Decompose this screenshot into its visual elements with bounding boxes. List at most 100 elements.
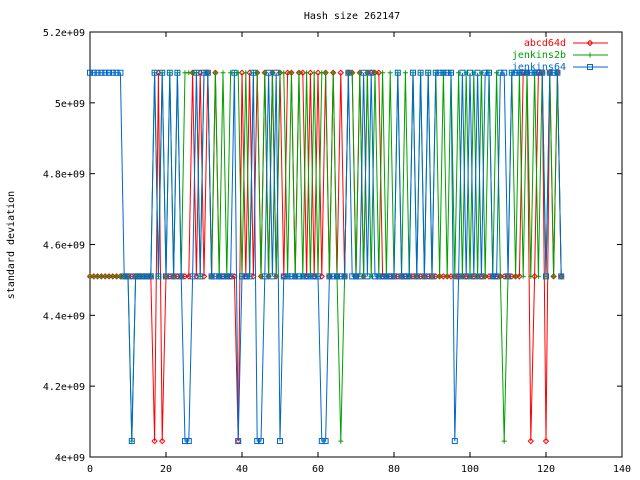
series-point-jenkins64 [277, 438, 283, 445]
series-point-abcd64d [238, 69, 246, 76]
y-tick-label: 4.2e+09 [43, 382, 85, 393]
series-point-jenkins2b [402, 70, 408, 76]
legend-marker-jenkins2b [587, 52, 593, 58]
series-point-jenkins64 [349, 273, 356, 280]
series-point-jenkins64 [539, 69, 546, 76]
series-point-jenkins64 [368, 69, 375, 76]
series-point-jenkins64 [311, 273, 318, 280]
series-point-jenkins64 [220, 273, 226, 280]
series-point-jenkins64 [90, 69, 97, 76]
x-tick-label: 80 [388, 464, 400, 475]
series-point-jenkins64 [489, 273, 496, 280]
series-point-jenkins64 [527, 69, 534, 76]
series-point-jenkins64 [94, 69, 101, 76]
series-point-jenkins64 [136, 273, 143, 280]
series-point-jenkins64 [216, 273, 223, 280]
series-point-jenkins64 [345, 69, 352, 76]
series-point-jenkins64 [337, 273, 344, 280]
series-point-jenkins64 [410, 69, 416, 76]
series-point-jenkins64 [505, 273, 511, 280]
series-point-jenkins64 [364, 273, 371, 280]
series-point-abcd64d [516, 273, 523, 280]
series-point-jenkins2b [330, 70, 336, 76]
series-point-jenkins64 [109, 69, 116, 76]
series-point-jenkins64 [451, 438, 458, 445]
series-point-jenkins2b [387, 70, 393, 76]
series-point-abcd64d [158, 437, 166, 445]
series-point-abcd64d [527, 437, 535, 445]
series-point-jenkins64 [269, 273, 276, 280]
series-point-jenkins64 [121, 273, 128, 280]
series-point-jenkins64 [174, 69, 181, 76]
y-axis-label: standard deviation [6, 191, 17, 299]
series-point-jenkins2b [437, 273, 443, 279]
x-tick-label: 140 [613, 464, 631, 475]
series-point-jenkins64 [307, 273, 314, 280]
series-point-jenkins64 [106, 69, 112, 76]
series-point-jenkins64 [87, 69, 93, 76]
series-point-jenkins64 [391, 273, 397, 280]
series-point-jenkins64 [356, 273, 363, 280]
series-point-jenkins64 [242, 273, 249, 280]
series-point-jenkins64 [197, 273, 204, 280]
series-point-jenkins64 [383, 273, 390, 280]
y-tick-label: 4e+09 [55, 453, 85, 464]
series-point-jenkins64 [193, 69, 200, 76]
series-point-jenkins64 [185, 438, 192, 445]
series-point-abcd64d [531, 273, 538, 280]
series-point-jenkins64 [455, 273, 462, 280]
legend-marker-jenkins64 [587, 64, 593, 70]
y-tick-label: 5e+09 [55, 99, 85, 110]
x-tick-label: 20 [160, 464, 172, 475]
series-point-jenkins64 [258, 438, 264, 445]
series-point-jenkins64 [140, 273, 147, 280]
series-point-jenkins64 [467, 69, 473, 76]
series-point-jenkins64 [375, 273, 382, 280]
series-point-jenkins2b [281, 70, 287, 76]
series-point-jenkins64 [201, 69, 207, 76]
series-point-jenkins64 [128, 438, 135, 445]
legend-marker-abcd64d [586, 39, 594, 47]
series-point-jenkins64 [227, 273, 234, 280]
series-point-jenkins64 [231, 69, 238, 76]
series-point-jenkins64 [360, 69, 367, 76]
series-point-jenkins64 [117, 69, 124, 76]
series-point-jenkins64 [265, 69, 272, 76]
series-point-jenkins64 [151, 69, 158, 76]
series-point-jenkins64 [98, 69, 105, 76]
series-point-jenkins64 [326, 273, 333, 280]
series-point-abcd64d [542, 437, 550, 445]
series-point-jenkins64 [273, 69, 280, 76]
series-point-jenkins64 [296, 273, 302, 280]
x-tick-label: 0 [87, 464, 93, 475]
series-point-jenkins64 [493, 273, 500, 280]
series-point-jenkins64 [429, 273, 435, 280]
series-point-jenkins64 [436, 69, 443, 76]
series-point-jenkins2b [520, 273, 526, 279]
series-point-jenkins64 [318, 438, 325, 445]
series-point-jenkins64 [417, 69, 424, 76]
series-point-jenkins64 [280, 273, 287, 280]
series-point-jenkins64 [182, 438, 188, 445]
series-point-jenkins64 [292, 273, 299, 280]
y-tick-label: 4.8e+09 [43, 170, 85, 181]
series-point-jenkins64 [508, 69, 515, 76]
series-point-jenkins64 [478, 273, 485, 280]
series-point-jenkins64 [402, 273, 409, 280]
series-point-jenkins64 [512, 69, 519, 76]
chart-title: Hash size 262147 [304, 11, 400, 22]
series-point-jenkins64 [303, 273, 310, 280]
series-jenkins64 [87, 69, 565, 445]
series-point-jenkins2b [551, 273, 557, 279]
series-point-jenkins64 [406, 273, 413, 280]
series-group [86, 69, 565, 445]
series-point-jenkins64 [254, 438, 261, 445]
series-point-jenkins64 [474, 69, 481, 76]
series-point-jenkins2b [288, 70, 294, 76]
series-point-jenkins64 [379, 273, 386, 280]
series-point-jenkins64 [170, 273, 177, 280]
series-point-jenkins64 [421, 273, 428, 280]
series-point-jenkins64 [239, 273, 245, 280]
series-point-jenkins2b [212, 70, 218, 76]
